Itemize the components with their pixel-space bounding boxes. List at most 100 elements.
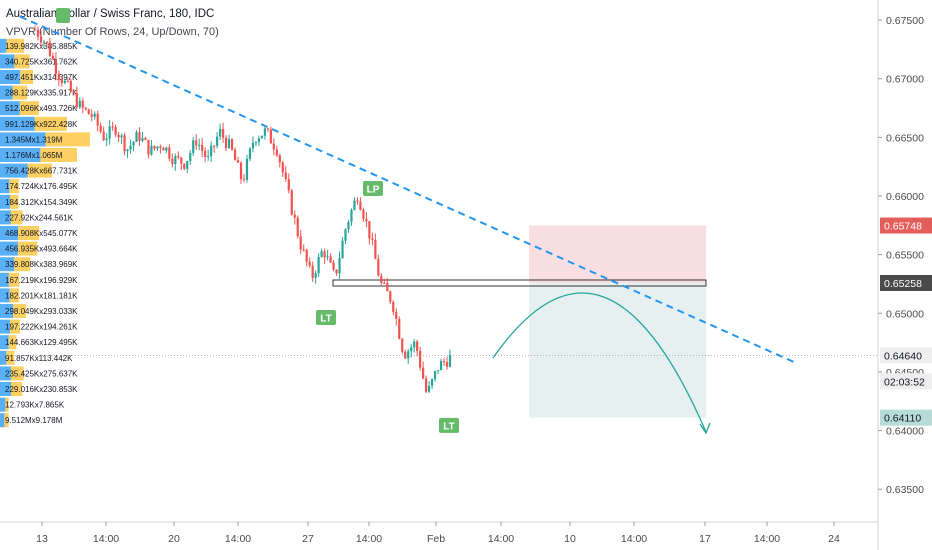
annotation-tags: LP LT LT	[56, 8, 459, 433]
vp-row-label: 184.312Kx154.349K	[5, 198, 78, 207]
candle-body	[207, 156, 210, 158]
vp-row-down	[4, 413, 9, 428]
candle-body	[111, 126, 114, 128]
projection-arc[interactable]	[492, 292, 711, 435]
candle-body	[245, 158, 249, 180]
candle-body	[236, 160, 240, 163]
candle-body	[368, 221, 371, 239]
candle-body	[442, 361, 446, 363]
candle-body	[57, 73, 60, 80]
candle-body	[425, 378, 428, 392]
candle-body	[356, 200, 359, 202]
candle-body	[359, 201, 362, 210]
vp-row-label: 1.345Mx1.319M	[5, 135, 63, 144]
trendline-drawing[interactable]	[19, 15, 796, 364]
candle-body	[305, 249, 308, 262]
annotation-tag-lt	[316, 309, 336, 325]
vp-row-down	[10, 366, 24, 381]
vp-row-label: 139.982Kx385.885K	[5, 42, 78, 51]
candle-body	[132, 141, 135, 146]
candle-body	[213, 145, 216, 147]
vp-row-down	[11, 382, 23, 396]
candle-body	[99, 125, 102, 132]
vp-row-label: 991.129Kx922.428K	[5, 120, 78, 129]
candle-body	[260, 135, 264, 139]
take-profit-zone	[529, 282, 706, 418]
vp-row-down	[18, 226, 40, 240]
candle-body	[323, 251, 326, 258]
candle-body	[81, 100, 84, 108]
candle-body	[129, 145, 132, 150]
candle-body	[39, 36, 43, 43]
candle-body	[45, 41, 49, 43]
candle-body	[392, 301, 395, 312]
vp-row-up	[0, 70, 21, 84]
vp-row-label: 182.201Kx181.181K	[5, 291, 78, 300]
candle-body	[54, 58, 57, 74]
time-tick-label: 27	[302, 533, 314, 545]
candle-body	[439, 361, 443, 371]
price-tick-label: 0.67500	[886, 15, 924, 27]
candle-body	[326, 256, 329, 258]
candle-body	[219, 128, 222, 137]
vp-row-label: 9.512Mx9.178M	[5, 416, 63, 425]
candle-body	[329, 256, 332, 263]
vp-row-up	[0, 194, 11, 209]
candle-body	[63, 80, 66, 84]
candle-body	[183, 163, 186, 169]
candle-body	[126, 149, 129, 152]
vp-row-up	[0, 38, 7, 53]
candle-body	[263, 128, 266, 136]
vp-row-label: 497.451Kx314.397K	[5, 73, 78, 82]
time-tick-label: 20	[168, 533, 180, 545]
vp-row-down	[6, 38, 25, 53]
candle-body	[362, 209, 365, 219]
vp-row-down	[6, 350, 15, 365]
candle-body	[135, 132, 138, 142]
vp-row-label: 756.428Kx667.731K	[5, 167, 78, 176]
candle-body	[177, 155, 180, 158]
candle-body	[171, 158, 174, 165]
vpvr-indicator-label[interactable]: VPVR (Number Of Rows, 24, Up/Down, 70)	[6, 26, 219, 38]
price-label-text: 0.64110	[884, 413, 921, 425]
vp-row-label: 456.935Kx493.664K	[5, 245, 78, 254]
candle-body	[201, 144, 204, 151]
vp-row-down	[13, 304, 27, 318]
candle-body	[239, 162, 243, 180]
candle-body	[198, 144, 201, 146]
time-tick-label: Feb	[427, 533, 445, 545]
long-short-position-tool[interactable]	[0, 225, 878, 418]
candle-body	[278, 155, 281, 163]
candle-body	[147, 139, 150, 155]
entry-level-box	[332, 279, 707, 287]
candle-body	[168, 147, 171, 159]
candle-body	[210, 145, 213, 157]
candle-body	[284, 172, 287, 180]
price-label-text: 0.64640	[884, 350, 922, 362]
vp-row-up	[0, 132, 46, 147]
candle-body	[78, 100, 81, 108]
vp-row-label: 227.92Kx244.561K	[5, 213, 74, 222]
vp-row-up	[0, 163, 28, 178]
candle-body	[150, 145, 153, 155]
vp-row-up	[0, 304, 14, 318]
candle-body	[72, 91, 75, 94]
candle-body	[320, 251, 323, 257]
candle-body	[159, 146, 162, 149]
vp-row-label: 298.049Kx293.033K	[5, 307, 78, 316]
vp-row-up	[0, 148, 41, 162]
candle-body	[275, 149, 278, 156]
candle-body	[416, 341, 419, 352]
vp-row-up	[0, 241, 18, 256]
annotation-tag-lp	[363, 180, 383, 196]
candle-body	[410, 347, 413, 352]
candle-body	[448, 354, 452, 367]
time-tick-label: 17	[699, 533, 711, 545]
vp-row-label: 1.176Mx1.065M	[5, 151, 63, 160]
candle-body	[383, 282, 386, 284]
candle-body	[293, 214, 296, 218]
vp-row-up	[0, 226, 19, 240]
candle-body	[287, 179, 290, 191]
projected-path-arrow	[492, 292, 707, 433]
